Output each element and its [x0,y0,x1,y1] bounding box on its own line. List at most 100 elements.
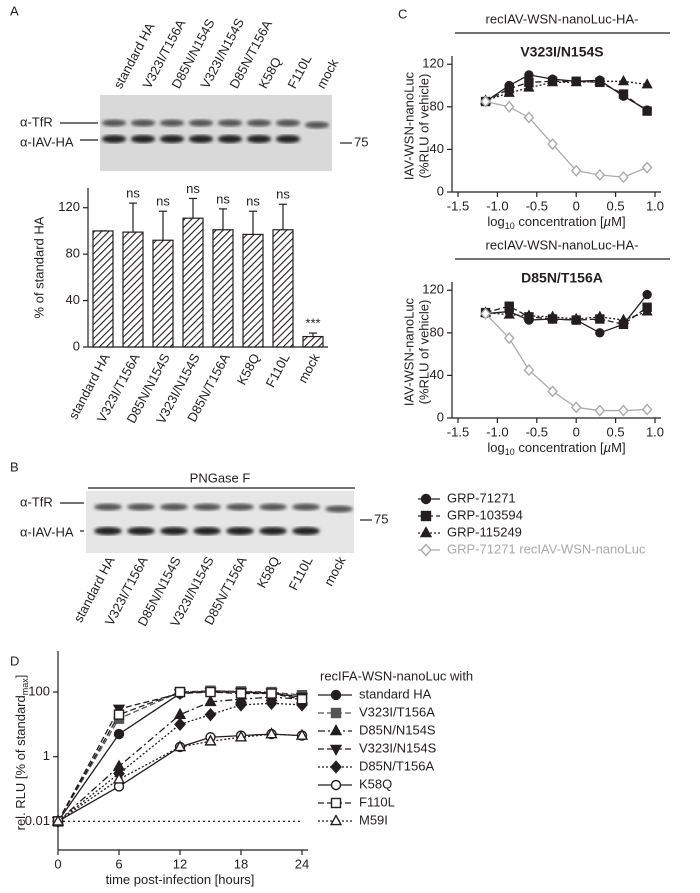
marker [329,814,343,826]
band [193,527,221,535]
y-tick-label: 40 [66,292,80,307]
significance-label: *** [305,316,320,331]
band [226,503,254,511]
marker [420,493,432,505]
band [292,527,320,535]
x-tick-label: 0 [54,856,61,871]
band [188,119,214,127]
bar [242,233,264,348]
x-tick-label: 1.0 [646,198,664,213]
panel-label: A [10,3,19,18]
x-tick-label: 12 [173,856,187,871]
text-part: M] [611,440,625,455]
legend-label: GRP-115249 [447,524,522,539]
text-part: µ [604,214,612,229]
marker [296,694,308,705]
marker [204,694,217,707]
lane-label: mock [313,56,341,91]
marker [420,510,432,522]
marker [204,707,217,722]
marker [329,744,343,756]
blot-image [100,95,332,171]
band [127,527,155,535]
legend-label: GRP-71271 [447,490,516,505]
marker [617,75,630,86]
marker [594,168,606,182]
series-line [485,100,648,178]
marker [204,734,217,746]
marker [265,696,278,710]
bar [302,335,324,348]
marker [503,86,515,97]
marker [570,312,582,323]
band [304,121,330,129]
y-tick-label: 1 [43,748,50,763]
marker [419,526,433,538]
marker [503,308,515,319]
y-tick-label: 120 [422,282,444,297]
x-tick-label: -0.5 [526,424,548,439]
x-tick-label: 18 [234,856,248,871]
marker [594,404,606,417]
chart-subtitle: D85N/T156A [521,270,603,286]
blot-image [86,491,354,553]
blot-row-label: α-TfR [20,494,53,509]
chart-title: recIAV-WSN-nanoLuc-HA- [486,11,639,26]
marker [641,78,653,89]
y-tick-label: 120 [422,56,444,71]
band [159,119,185,127]
marker [503,100,515,113]
x-tick-label: 0.5 [607,198,625,213]
band [246,119,272,127]
panel-label: D [10,653,19,668]
blot-bands [94,503,353,535]
bar [212,229,234,348]
marker [480,95,491,108]
band [130,119,156,127]
y-tick-label: 80 [430,98,444,113]
marker [617,313,630,324]
x-tick-label: 24 [295,856,309,871]
size-marker: 75 [354,134,368,149]
marker [570,164,582,177]
marker [235,688,247,699]
marker [642,289,652,300]
lane-label: K58Q [255,55,284,91]
x-tick-label: 6 [115,856,122,871]
band [217,135,243,143]
band [94,503,122,511]
marker [330,779,342,791]
chart-title: recIAV-WSN-nanoLuc-HA- [486,237,639,252]
x-tick-label: K58Q [234,351,263,387]
band [127,503,155,511]
marker [594,75,606,86]
band [246,135,272,143]
marker [235,698,247,712]
x-tick-label: -1.5 [447,424,469,439]
blot-title: PNGase F [190,470,251,485]
x-tick-label: -0.5 [526,198,548,213]
x-axis-label: time post-infection [hours] [106,872,255,887]
lane-label: mock [321,554,349,589]
text-part: log [487,440,504,455]
y-tick-label: 0 [437,183,444,198]
x-axis-label: log10 concentration [µM] [487,214,625,231]
x-tick-label: mock [295,351,323,386]
marker [570,401,582,414]
y-tick-label: 100 [28,683,50,698]
legend-label: V323I/T156A [359,704,435,719]
legend-label: D85N/N154S [359,722,436,737]
marker [480,307,491,320]
significance-label: ns [126,186,140,201]
x-tick-label: -1.5 [447,198,469,213]
y-axis-label: (%RLU of vehicle) [416,74,431,179]
band [160,527,188,535]
panel-label: B [10,459,19,474]
bar [122,231,144,348]
marker [266,688,277,699]
marker [523,364,535,377]
band [275,135,301,143]
marker [205,686,216,698]
marker [330,689,342,701]
